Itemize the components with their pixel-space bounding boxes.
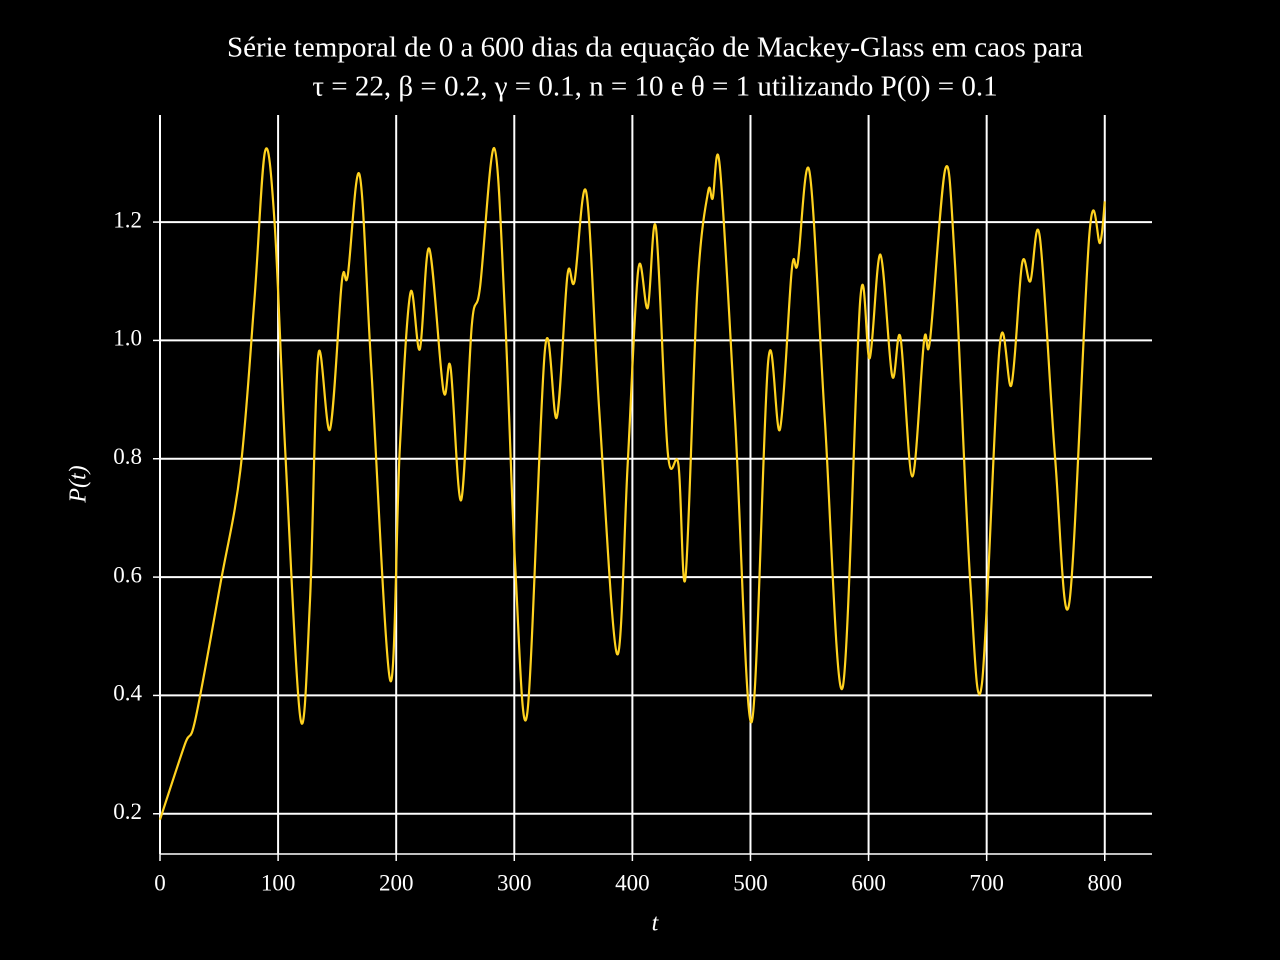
- x-tick-label: 800: [1088, 870, 1123, 895]
- x-tick-label: 600: [851, 870, 886, 895]
- x-tick-label: 200: [379, 870, 414, 895]
- x-tick-label: 100: [261, 870, 296, 895]
- chart-title: Série temporal de 0 a 600 dias da equaçã…: [227, 32, 1083, 64]
- x-tick-label: 700: [969, 870, 1004, 895]
- y-tick-label: 0.2: [113, 799, 142, 824]
- x-tick-label: 0: [154, 870, 166, 895]
- data-line: [158, 147, 1106, 821]
- y-tick-label: 0.6: [113, 562, 142, 587]
- y-tick-label: 1.2: [113, 207, 142, 232]
- x-tick-label: 400: [615, 870, 650, 895]
- x-tick-label: 300: [497, 870, 532, 895]
- x-axis-label: t: [652, 911, 660, 937]
- y-axis-label: P(t): [66, 465, 92, 503]
- chart-title: τ = 22, β = 0.2, γ = 0.1, n = 10 e θ = 1…: [312, 71, 997, 103]
- y-tick-label: 1.0: [113, 326, 142, 351]
- y-tick-label: 0.8: [113, 444, 142, 469]
- x-tick-label: 500: [733, 870, 768, 895]
- y-tick-label: 0.4: [113, 681, 142, 706]
